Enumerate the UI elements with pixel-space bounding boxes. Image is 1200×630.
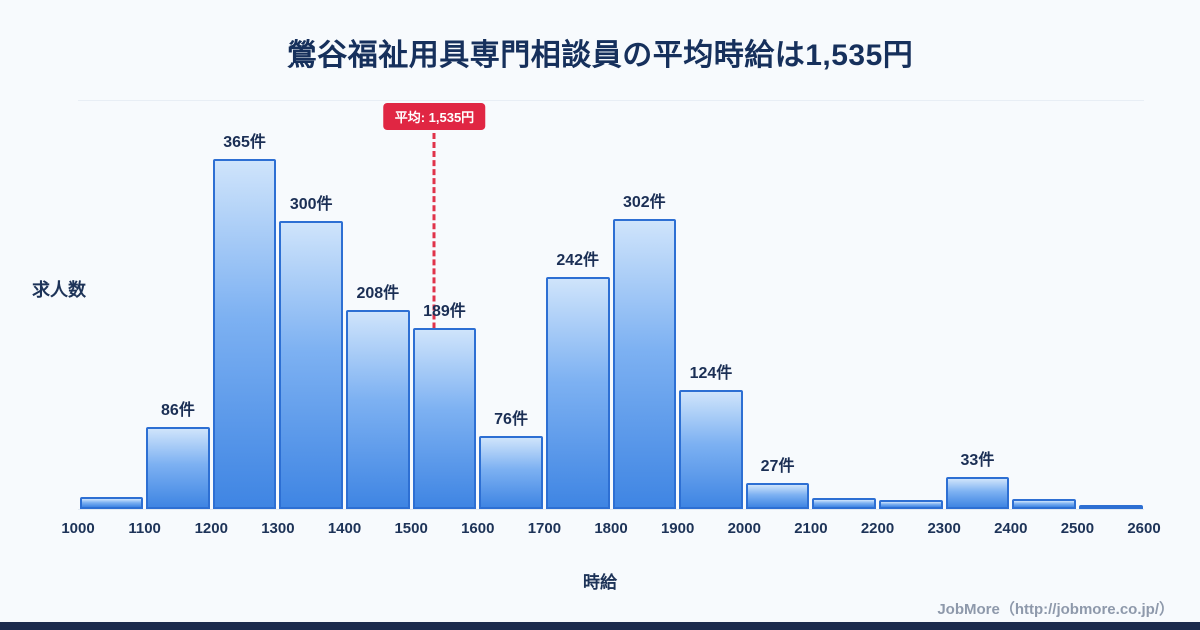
x-tick-label: 2400 <box>994 520 1028 537</box>
x-tick-label: 1700 <box>527 520 562 537</box>
bar-value-label: 33件 <box>960 452 995 469</box>
histogram-bar <box>146 427 210 509</box>
histogram-bar <box>745 483 810 509</box>
x-axis-ticks: 1000 1100 1200 1300 1400 1500 1600 1700 1800 1900… <box>61 520 1160 542</box>
x-tick-label: 2500 <box>1060 520 1095 537</box>
average-badge: 平均: 1,535円 <box>383 103 486 130</box>
x-tick-label: 1200 <box>194 520 228 537</box>
x-tick-label: 2200 <box>860 520 895 537</box>
histogram-plot-area: 平均: 1,535円 86件 365件 300件 208件 189件 76件 242件 302… <box>78 100 1144 510</box>
bar-value-label: 365件 <box>223 134 266 151</box>
bar-value-label: 76件 <box>494 411 528 428</box>
x-tick-label: 2000 <box>727 520 761 537</box>
x-tick-label: 1600 <box>461 520 495 537</box>
histogram-bar <box>79 497 144 509</box>
histogram-bar <box>812 498 876 509</box>
histogram-bar <box>612 219 677 509</box>
x-tick-label: 1000 <box>61 520 95 537</box>
histogram-bar <box>1012 499 1076 509</box>
bar-value-label: 242件 <box>556 252 600 269</box>
histogram-bar <box>545 277 610 509</box>
x-axis-label: 時給 <box>583 573 617 592</box>
histogram-bar <box>479 436 543 509</box>
x-tick-label: 2600 <box>1127 520 1161 537</box>
histogram-bar <box>679 390 743 509</box>
bottom-bar <box>0 622 1200 630</box>
histogram-bar <box>1078 505 1143 509</box>
histogram-bar <box>879 500 943 509</box>
x-tick-label: 1300 <box>261 520 295 537</box>
chart-title: 鶯谷福祉用具専門相談員の平均時給は1,535円 <box>286 39 914 72</box>
x-tick-label: 2100 <box>794 520 828 537</box>
x-tick-label: 1500 <box>394 520 428 537</box>
bar-value-label: 27件 <box>760 458 795 475</box>
footer-credit: JobMore（http://jobmore.co.jp/） <box>937 601 1174 618</box>
x-tick-label: 1800 <box>594 520 628 537</box>
y-axis-label: 求人数 <box>32 280 86 300</box>
bar-value-label: 300件 <box>289 196 333 213</box>
bar-value-label: 189件 <box>423 303 466 320</box>
histogram-bar <box>412 328 477 509</box>
bar-value-label: 208件 <box>356 285 400 302</box>
histogram-bar <box>279 221 343 509</box>
average-line <box>432 133 436 509</box>
histogram-bar <box>212 159 277 509</box>
histogram-bar <box>945 477 1010 509</box>
x-tick-label: 1100 <box>128 520 161 537</box>
bar-value-label: 302件 <box>622 194 666 211</box>
x-tick-label: 1900 <box>660 520 695 537</box>
x-tick-label: 1400 <box>327 520 362 537</box>
bar-value-label: 86件 <box>161 402 195 419</box>
histogram-bar <box>346 310 410 509</box>
x-tick-label: 2300 <box>927 520 961 537</box>
bar-value-label: 124件 <box>689 365 733 382</box>
